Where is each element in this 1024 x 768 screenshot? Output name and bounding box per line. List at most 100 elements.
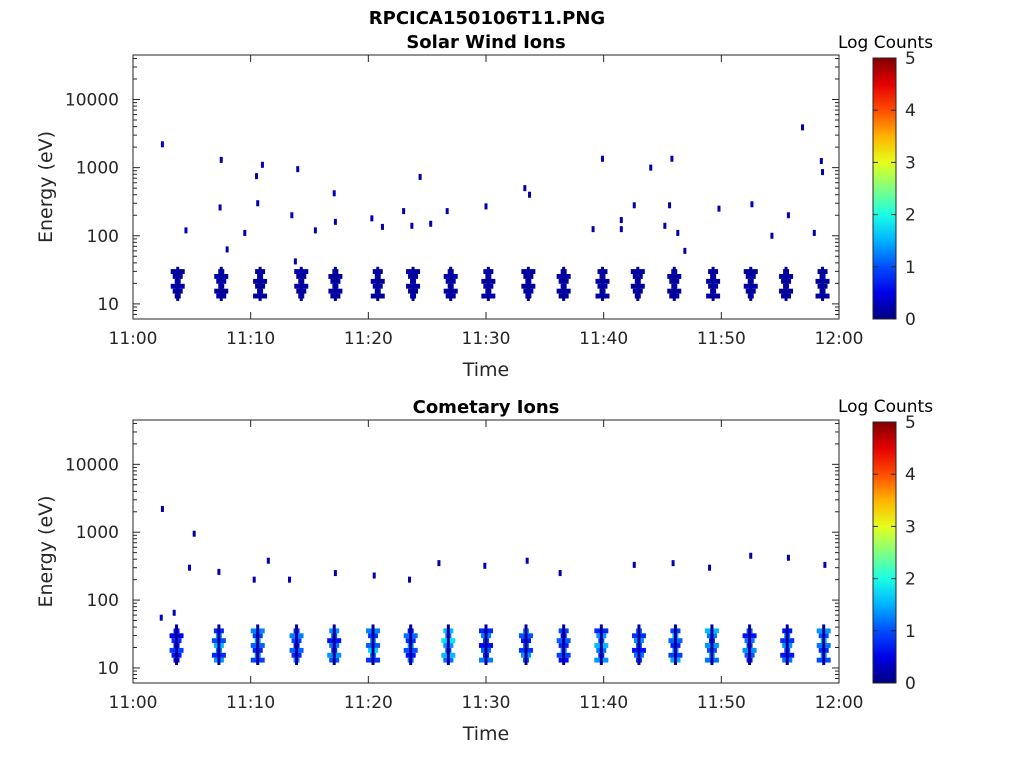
spectrogram-burst-core: [710, 624, 714, 666]
spectrogram-cell: [418, 173, 422, 180]
spectrogram-burst-core: [486, 266, 490, 301]
x-tick-label: 11:00: [109, 693, 158, 713]
spectrogram-cell: [192, 530, 196, 537]
colorbar-tick-label: 3: [905, 517, 916, 537]
spectrogram-cell: [523, 185, 527, 192]
chart-panel: Solar Wind Ions 11:00 11:10 11:20 11:30 11:40…: [35, 32, 933, 381]
spectrogram-cell: [266, 557, 270, 564]
spectrogram-cell: [172, 609, 176, 616]
spectrogram-cell: [663, 222, 667, 229]
spectrogram-cell: [255, 173, 259, 180]
spectrogram-cell: [676, 229, 680, 236]
x-tick-label: 11:10: [226, 693, 275, 713]
spectrogram-cell: [823, 561, 827, 568]
colorbar-tick-label: 3: [905, 153, 916, 173]
spectrogram-burst-core: [219, 266, 223, 301]
spectrogram-burst-core: [526, 266, 530, 301]
spectrogram-burst-core: [599, 624, 603, 666]
spectrogram-cell: [632, 202, 636, 209]
spectrogram-cell: [380, 223, 384, 230]
spectrogram-burst-core: [637, 624, 641, 666]
x-tick-label: 11:30: [462, 693, 511, 713]
spectrogram-cell: [293, 258, 297, 265]
spectrogram-cell: [333, 570, 337, 577]
spectrogram-burst-core: [484, 624, 488, 666]
spectrogram-burst-core: [673, 624, 677, 666]
x-tick-label: 11:50: [697, 329, 746, 349]
x-axis-label: Time: [462, 359, 510, 381]
x-tick-label: 11:00: [109, 329, 158, 349]
spectrogram-burst-core: [672, 266, 676, 301]
x-tick-label: 11:50: [697, 693, 746, 713]
spectrogram-cell: [591, 226, 595, 233]
spectrogram-burst-core: [295, 624, 299, 666]
spectrogram-cell: [256, 200, 260, 207]
spectrogram-cell: [159, 614, 163, 621]
colorbar-tick-label: 2: [905, 206, 916, 226]
spectrogram-cell: [408, 576, 412, 583]
spectrogram-cell: [290, 212, 294, 219]
y-tick-label: 10: [97, 295, 119, 315]
spectrogram-cell: [287, 576, 291, 583]
spectrogram-cell: [217, 568, 221, 575]
spectrogram-cell: [558, 570, 562, 577]
panel-title: Cometary Ions: [413, 397, 560, 418]
colorbar-label: Log Counts: [838, 397, 933, 417]
spectrogram-cell: [812, 229, 816, 236]
spectrogram-cell: [313, 227, 317, 234]
x-tick-label: 11:40: [579, 329, 628, 349]
spectrogram-cell: [483, 562, 487, 569]
spectrogram-cell: [801, 124, 805, 131]
spectrogram-cell: [632, 561, 636, 568]
spectrogram-burst-core: [409, 624, 413, 666]
spectrogram-cell: [821, 169, 825, 176]
spectrogram-burst-core: [749, 266, 753, 301]
spectrogram-cell: [219, 156, 223, 163]
spectrogram-burst-core: [256, 624, 260, 666]
spectrogram-cell: [717, 205, 721, 212]
spectrogram-cell: [525, 557, 529, 564]
x-tick-label: 11:20: [344, 693, 393, 713]
spectrogram-cell: [437, 560, 441, 567]
colorbar-tick-label: 4: [905, 465, 916, 485]
colorbar: [872, 421, 897, 684]
spectrogram-burst-core: [562, 266, 566, 301]
spectrogram-burst-core: [299, 266, 303, 301]
colorbar-tick-label: 5: [905, 49, 916, 69]
spectrogram-burst-core: [636, 266, 640, 301]
spectrogram-cell: [429, 220, 433, 227]
y-tick-label: 100: [87, 591, 119, 611]
spectrogram-burst-core: [748, 624, 752, 666]
spectrogram-cell: [708, 564, 712, 571]
colorbar-tick-label: 4: [905, 101, 916, 121]
spectrogram-cell: [770, 232, 774, 239]
spectrogram-cell: [187, 564, 191, 571]
spectrogram-cell: [786, 212, 790, 219]
colorbar-tick-label: 5: [905, 413, 916, 433]
spectrogram-burst-core: [822, 624, 826, 666]
colorbar-tick-label: 0: [905, 674, 916, 694]
x-tick-label: 11:30: [462, 329, 511, 349]
spectrogram-burst-core: [446, 624, 450, 666]
colorbar-tick-label: 1: [905, 622, 916, 642]
spectrogram-burst-core: [176, 266, 180, 301]
spectrogram-cell: [410, 222, 414, 229]
spectrogram-cell: [600, 155, 604, 162]
spectrogram-cell: [370, 215, 374, 222]
colorbar-label: Log Counts: [838, 33, 933, 53]
spectrogram-cell: [671, 560, 675, 567]
spectrogram-cell: [184, 227, 188, 234]
colorbar-tick-label: 0: [905, 310, 916, 330]
spectrogram-cell: [819, 158, 823, 165]
spectrogram-cell: [402, 208, 406, 215]
spectrogram-burst-core: [371, 624, 375, 666]
spectrogram-burst-core: [411, 266, 415, 301]
spectrogram-cell: [670, 155, 674, 162]
spectrogram-cell: [160, 141, 164, 148]
y-tick-label: 10: [97, 659, 119, 679]
spectrogram-burst-core: [562, 624, 566, 666]
spectrogram-cell: [372, 572, 376, 579]
spectrogram-cell: [445, 208, 449, 215]
spectrogram-burst-core: [332, 624, 336, 666]
